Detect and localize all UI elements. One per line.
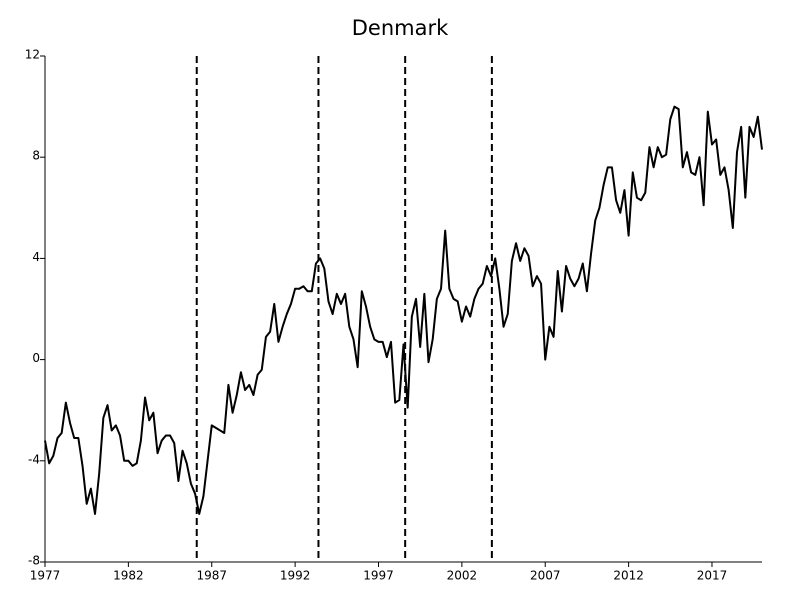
x-tick-label: 2002 [447, 569, 478, 583]
y-tick-label: 0 [32, 351, 40, 365]
x-tick-label: 1987 [196, 569, 227, 583]
x-tick-label: 1992 [280, 569, 311, 583]
chart-title: Denmark [352, 16, 449, 40]
x-tick-label: 2012 [613, 569, 644, 583]
y-tick-label: 12 [25, 48, 40, 62]
x-tick-label: 2007 [530, 569, 561, 583]
y-tick-label: -8 [28, 554, 40, 568]
y-tick-label: 4 [32, 250, 40, 264]
x-tick-label: 1982 [113, 569, 144, 583]
x-tick-label: 1997 [363, 569, 394, 583]
x-tick-label: 2017 [697, 569, 728, 583]
x-tick-label: 1977 [30, 569, 61, 583]
y-tick-label: -4 [28, 452, 40, 466]
data-line [44, 105, 763, 515]
y-tick-label: 8 [32, 149, 40, 163]
